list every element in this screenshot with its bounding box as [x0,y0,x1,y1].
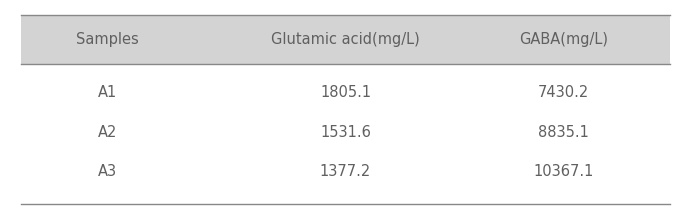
Text: 7430.2: 7430.2 [538,85,589,100]
Text: GABA(mg/L): GABA(mg/L) [519,32,607,47]
Text: A2: A2 [97,125,117,140]
Text: 1805.1: 1805.1 [320,85,371,100]
FancyBboxPatch shape [21,15,670,64]
Text: 1377.2: 1377.2 [320,164,371,179]
Text: A1: A1 [97,85,117,100]
Text: 10367.1: 10367.1 [533,164,594,179]
Text: A3: A3 [97,164,117,179]
Text: Glutamic acid(mg/L): Glutamic acid(mg/L) [271,32,420,47]
Text: 1531.6: 1531.6 [320,125,371,140]
Text: Samples: Samples [76,32,138,47]
Text: 8835.1: 8835.1 [538,125,589,140]
